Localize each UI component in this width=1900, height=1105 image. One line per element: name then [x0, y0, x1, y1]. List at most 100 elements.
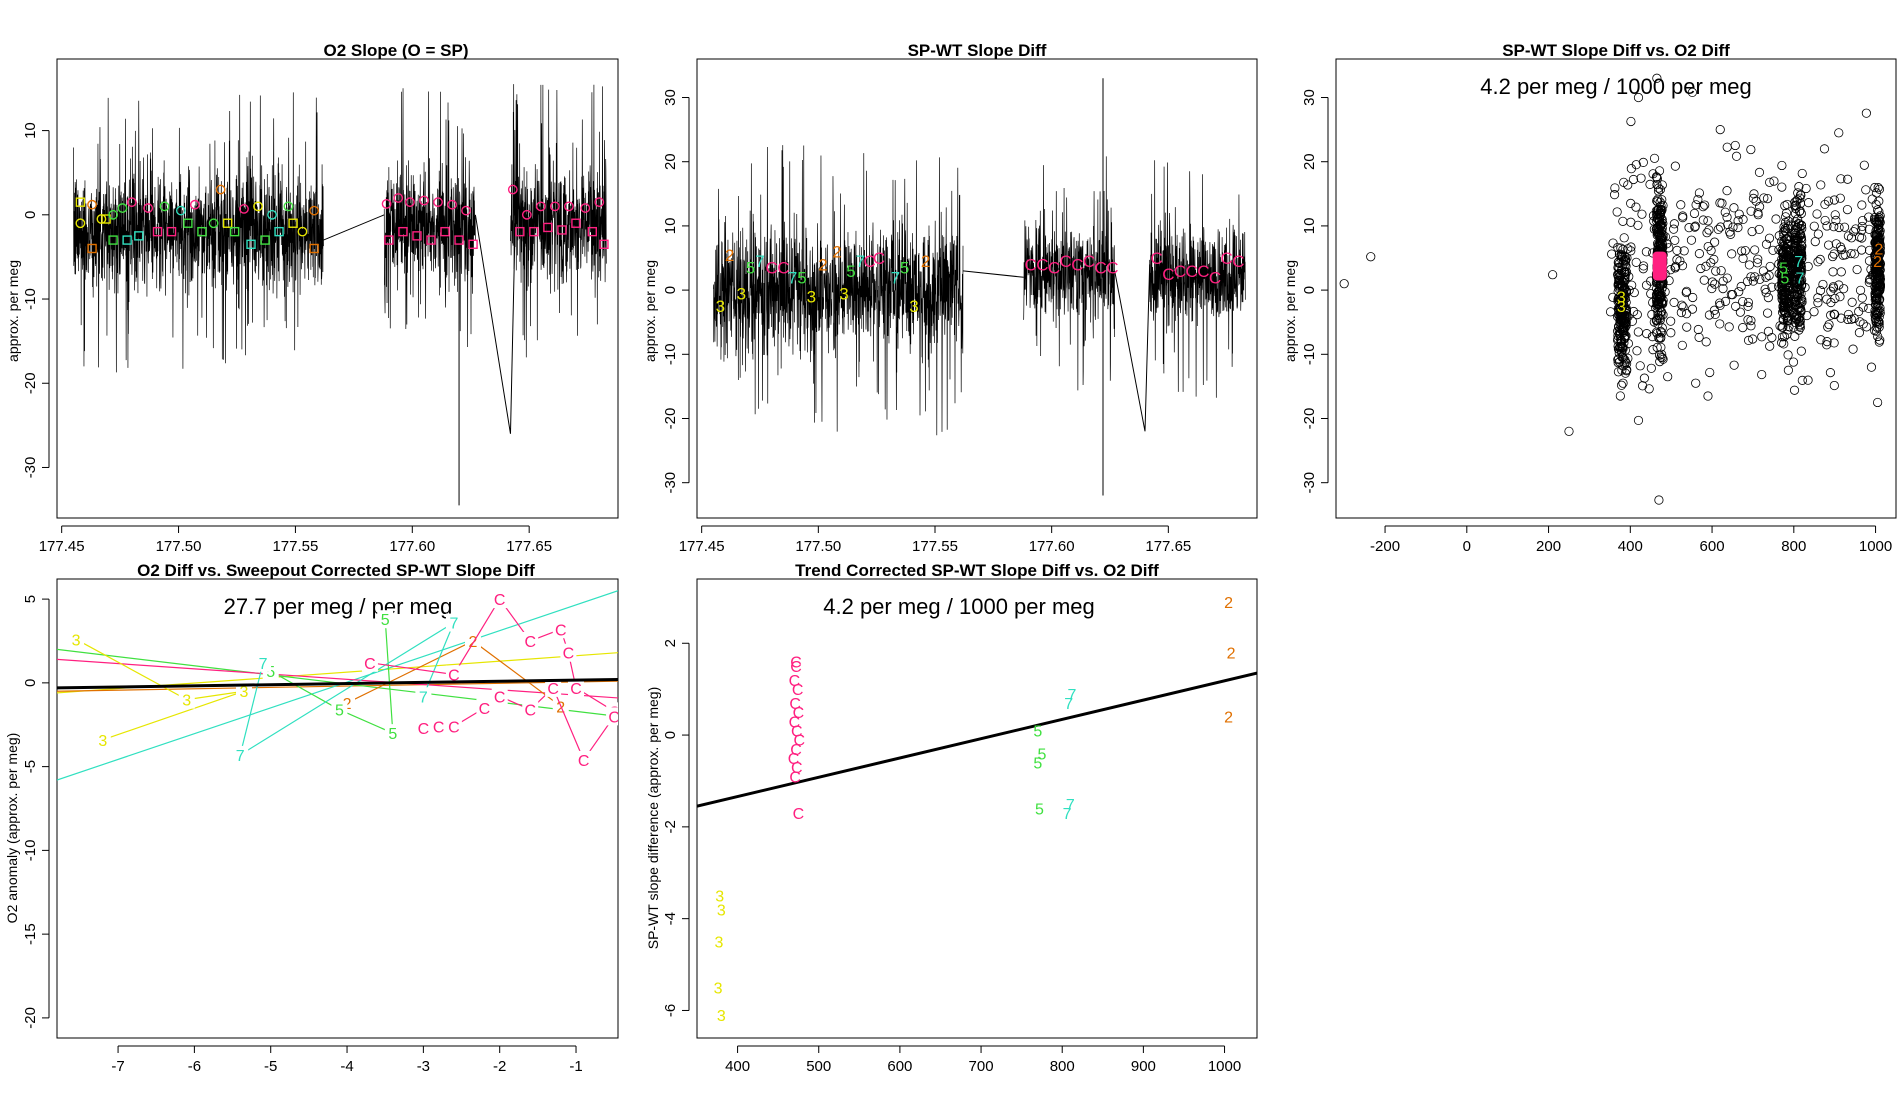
data-marker-square	[515, 226, 525, 237]
scatter-point	[1743, 335, 1754, 346]
label-knockout	[415, 687, 432, 706]
scatter-point	[1645, 179, 1655, 189]
scatter-point	[1781, 212, 1791, 222]
scatter-point	[1789, 245, 1800, 255]
scatter-point	[1788, 357, 1799, 367]
scatter-point	[1672, 245, 1682, 255]
group-label: 5	[335, 703, 344, 720]
scatter-point	[1656, 326, 1666, 336]
scatter-point	[1777, 254, 1787, 264]
scatter-point	[1826, 310, 1836, 320]
scatter-point	[1775, 321, 1785, 331]
scatter-point	[1726, 229, 1736, 239]
scatter-point	[1749, 189, 1759, 199]
group-point: 3	[717, 1008, 726, 1025]
x-tick-label: 0	[1463, 538, 1471, 555]
scatter-point	[1777, 290, 1787, 300]
panel-o2-diff-vs-sweepout: O2 Diff vs. Sweepout Corrected SP-WT Slo…	[4, 561, 619, 1075]
scatter-point	[1765, 177, 1775, 187]
scatter-point	[1701, 337, 1711, 347]
scatter-point	[1613, 335, 1623, 345]
scatter-point	[1715, 319, 1725, 329]
group-label: C	[364, 656, 376, 673]
scatter-point	[1822, 340, 1832, 350]
scatter-point	[1755, 274, 1765, 284]
scatter-point	[1780, 258, 1790, 268]
scatter-point	[1748, 334, 1758, 344]
scatter-point	[1726, 289, 1736, 300]
panel-title: SP-WT Slope Diff vs. O2 Diff	[1502, 41, 1730, 60]
y-tick-label: 10	[1301, 218, 1318, 235]
scatter-point	[1654, 333, 1664, 343]
panel-title: O2 Diff vs. Sweepout Corrected SP-WT Slo…	[137, 561, 535, 580]
scatter-point	[1763, 326, 1774, 336]
data-marker-square	[529, 226, 539, 237]
group-label: 3	[98, 733, 107, 750]
y-axis: -6 -4 -2 0 2	[662, 639, 690, 1017]
group-label: 3	[240, 684, 249, 701]
scatter-point	[1728, 222, 1738, 232]
data-marker-circle	[190, 199, 200, 210]
x-axis: 177.45 177.50 177.55 177.60 177.65	[679, 525, 1191, 555]
scatter-point	[1777, 338, 1787, 348]
x-tick-label: 700	[969, 1058, 994, 1075]
data-marker-circle	[521, 209, 532, 220]
scatter-point	[1663, 372, 1673, 382]
group-label: 2	[1873, 254, 1882, 271]
scatter-point	[1618, 361, 1628, 371]
scatter-point	[1874, 247, 1885, 257]
scatter-point	[1871, 188, 1882, 198]
scatter-point	[1699, 275, 1709, 285]
group-label: 7	[788, 268, 797, 287]
scatter-point	[1824, 319, 1834, 330]
scatter-point	[1822, 337, 1832, 347]
x-tick-label: 177.60	[389, 538, 435, 555]
scatter-point	[1849, 249, 1860, 259]
group-label: C	[570, 681, 582, 698]
label-knockout	[545, 678, 562, 697]
scatter-point	[1809, 221, 1819, 231]
group-point: C	[790, 742, 802, 759]
scatter-point	[1834, 128, 1844, 138]
scatter-point	[1651, 297, 1662, 307]
scatter-point	[1670, 161, 1680, 171]
data-marker-square	[587, 226, 597, 237]
scatter-point	[1657, 353, 1667, 363]
scatter-point	[1769, 176, 1779, 186]
scatter-point	[1790, 230, 1800, 241]
scatter-point	[1861, 108, 1871, 118]
scatter-point	[1761, 288, 1771, 298]
group-label: C	[524, 703, 536, 720]
scatter-point	[1722, 273, 1732, 283]
x-tick-label: 177.60	[1029, 538, 1075, 555]
scatter-point	[1760, 284, 1770, 294]
plot-area: 333322255557777CCCCCCCCCCCCCCCCC	[57, 590, 618, 781]
scatter-point	[1703, 241, 1713, 252]
scatter-point	[1779, 222, 1789, 232]
group-label: 3	[1617, 299, 1626, 316]
scatter-point	[1828, 251, 1838, 262]
y-tick-label: -5	[22, 760, 39, 773]
y-tick-label: -10	[1301, 343, 1318, 365]
scatter-point	[1735, 307, 1745, 317]
scatter-point	[1715, 298, 1725, 308]
scatter-point	[1701, 261, 1711, 271]
scatter-point	[1861, 322, 1872, 332]
group-point: 2	[1224, 595, 1233, 612]
scatter-point	[1786, 220, 1796, 230]
scatter-point	[1810, 237, 1820, 247]
scatter-point	[1703, 216, 1713, 226]
scatter-point	[1629, 306, 1639, 317]
y-tick-label: 0	[22, 679, 39, 687]
scatter-point	[1753, 254, 1763, 264]
group-label: 3	[807, 288, 816, 307]
data-marker-square	[309, 243, 319, 254]
scatter-point	[1765, 261, 1775, 272]
scatter-point	[1652, 73, 1662, 83]
group-label: 5	[266, 664, 275, 681]
scatter-point	[1843, 174, 1853, 184]
scatter-point	[1874, 295, 1884, 305]
scatter-point	[1638, 264, 1648, 274]
data-marker-square	[426, 235, 436, 245]
